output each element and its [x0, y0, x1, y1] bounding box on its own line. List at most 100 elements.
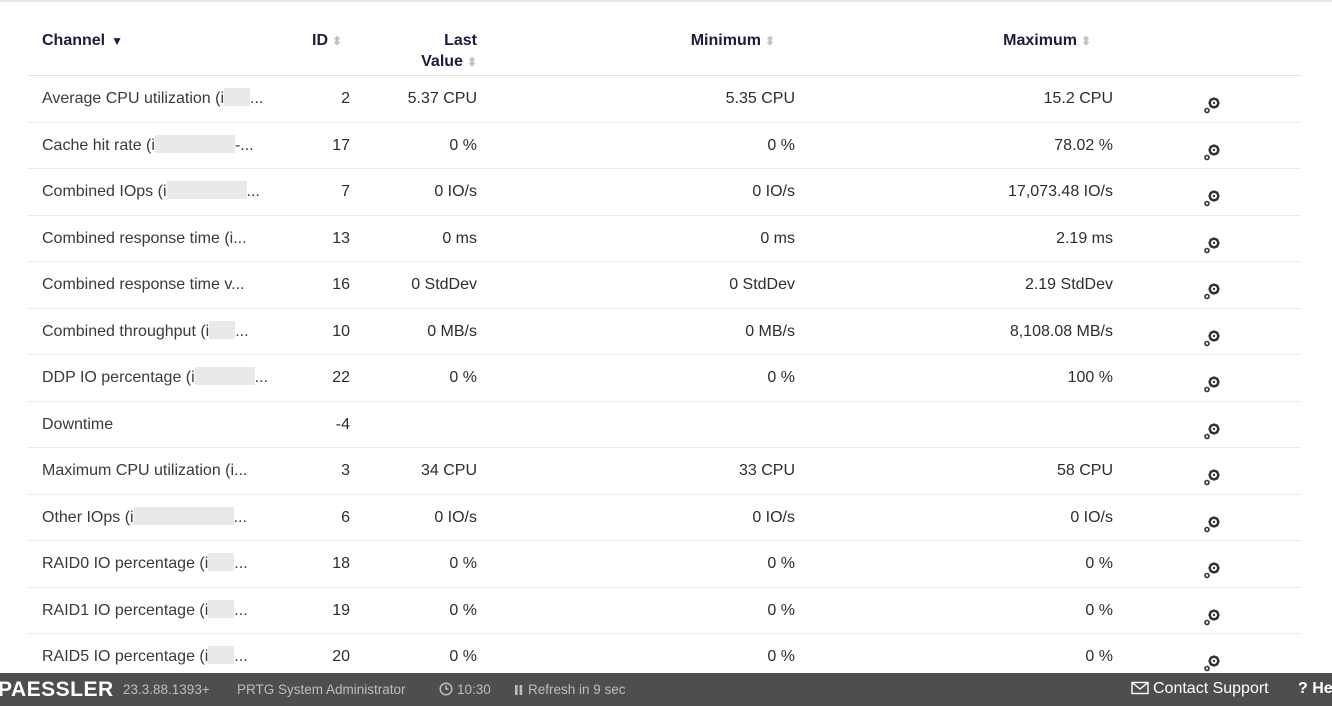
channel-name[interactable]: Combined response time (i...: [42, 216, 278, 261]
gears-icon[interactable]: [1202, 229, 1222, 253]
table-row[interactable]: Maximum CPU utilization (i... 3 34 CPU 33 C…: [28, 448, 1301, 495]
table-row[interactable]: Average CPU utilization (i... 2 5.37 CPU 5.…: [28, 76, 1301, 123]
table-row[interactable]: DDP IO percentage (i... 22 0 % 0 % 100 %: [28, 355, 1301, 402]
channel-name[interactable]: Average CPU utilization (i...: [42, 76, 278, 121]
refresh-toggle[interactable]: Refresh in 9 sec: [514, 682, 626, 698]
channels-table: Channel ▼ ID ⬍ Last Value ⬍ Minimum ⬍ Maximu…: [28, 0, 1301, 681]
gears-icon[interactable]: [1202, 647, 1222, 672]
caret-down-icon: ▼: [111, 34, 124, 48]
column-header-id[interactable]: ID ⬍: [312, 30, 342, 52]
minimum-value: 0 %: [767, 601, 795, 619]
clock-display: 10:30: [439, 682, 491, 698]
gears-icon[interactable]: [1202, 554, 1222, 579]
channel-name-text: RAID1 IO percentage (i: [42, 601, 209, 619]
table-row[interactable]: Downtime -4: [28, 402, 1301, 448]
sort-icon: ⬍: [1080, 34, 1091, 48]
table-row[interactable]: Combined response time v... 16 0 StdDev 0 S…: [28, 262, 1301, 309]
column-header-minimum[interactable]: Minimum ⬍: [691, 30, 775, 52]
channel-name-ellipsis: ...: [234, 555, 248, 572]
minimum-value: 0 %: [767, 648, 795, 665]
last-value: 0 ms: [442, 229, 477, 247]
channel-name[interactable]: Combined response time v...: [42, 262, 278, 307]
channel-name-text: Combined IOps (i: [42, 183, 167, 200]
channel-id: 6: [341, 508, 350, 526]
channel-name-text: RAID0 IO percentage (i: [42, 555, 209, 572]
channel-name-text: Maximum CPU utilization (i...: [42, 462, 248, 479]
last-value: 0 %: [449, 136, 477, 154]
channel-id: 7: [341, 183, 350, 200]
last-value: 0 %: [449, 648, 477, 665]
channel-name-text: Downtime: [42, 415, 114, 433]
clock-icon: [439, 682, 453, 696]
channel-name[interactable]: Other IOps (i...: [42, 495, 278, 540]
redacted-block: [209, 320, 236, 339]
table-row[interactable]: Combined response time (i... 13 0 ms 0 ms 2.…: [28, 216, 1301, 262]
gears-icon[interactable]: [1202, 322, 1222, 346]
channel-id: -4: [335, 415, 350, 433]
last-value: 0 %: [449, 369, 477, 386]
channel-name[interactable]: RAID1 IO percentage (i...: [42, 588, 278, 633]
gears-icon[interactable]: [1202, 136, 1222, 160]
gears-icon[interactable]: [1202, 508, 1222, 532]
gears-icon[interactable]: [1202, 182, 1222, 207]
column-header-maximum[interactable]: Maximum ⬍: [1003, 30, 1091, 52]
gears-icon[interactable]: [1202, 368, 1222, 393]
table-row[interactable]: RAID0 IO percentage (i... 18 0 % 0 % 0 %: [28, 541, 1301, 588]
maximum-value: 78.02 %: [1054, 136, 1113, 154]
redacted-block: [154, 134, 235, 153]
channel-name[interactable]: Cache hit rate (i -...: [42, 123, 278, 168]
table-row[interactable]: Combined throughput (i... 10 0 MB/s 0 MB/s 8…: [28, 309, 1301, 355]
channel-name[interactable]: RAID0 IO percentage (i...: [42, 541, 278, 586]
column-header-last-value[interactable]: Last Value ⬍: [421, 30, 477, 73]
envelope-icon: [1131, 681, 1149, 695]
channel-name[interactable]: Maximum CPU utilization (i...: [42, 448, 278, 493]
last-value: 0 %: [449, 601, 477, 619]
channel-name-ellipsis: ...: [254, 369, 269, 386]
contact-support-label: Contact Support: [1153, 680, 1269, 697]
maximum-value: 2.19 ms: [1056, 229, 1113, 247]
channel-name-ellipsis: ...: [234, 648, 248, 665]
sort-icon: ⬍: [332, 34, 343, 48]
gears-icon[interactable]: [1202, 415, 1222, 439]
channel-name[interactable]: Downtime: [42, 402, 278, 447]
channel-id: 20: [332, 648, 350, 665]
contact-support-link[interactable]: Contact Support: [1131, 681, 1269, 697]
last-value: 0 %: [449, 555, 477, 572]
channel-name-text: Combined response time (i...: [42, 229, 247, 247]
channel-name-text: DDP IO percentage (i: [42, 369, 195, 386]
gears-icon[interactable]: [1202, 461, 1222, 486]
table-row[interactable]: Combined IOps (i... 7 0 IO/s 0 IO/s 17,073.4…: [28, 169, 1301, 216]
help-link[interactable]: ? He: [1298, 680, 1332, 697]
table-body: Average CPU utilization (i... 2 5.37 CPU 5.…: [28, 76, 1301, 681]
channel-name[interactable]: DDP IO percentage (i...: [42, 355, 278, 400]
column-header-channel-label: Channel: [42, 32, 106, 49]
sort-icon: ⬍: [466, 55, 477, 69]
minimum-value: 0 StdDev: [729, 276, 795, 293]
minimum-value: 0 MB/s: [745, 322, 795, 340]
column-header-minimum-label: Minimum: [690, 32, 761, 49]
clock-time: 10:30: [457, 682, 491, 697]
table-row[interactable]: RAID1 IO percentage (i... 19 0 % 0 % 0 %: [28, 588, 1301, 634]
channel-name[interactable]: RAID5 IO percentage (i...: [42, 634, 278, 679]
gears-icon[interactable]: [1202, 601, 1222, 625]
top-border: [0, 0, 1332, 2]
redacted-block: [166, 181, 247, 199]
table-row[interactable]: Other IOps (i... 6 0 IO/s 0 IO/s 0 IO/s: [28, 495, 1301, 541]
last-value: 5.37 CPU: [407, 90, 477, 107]
maximum-value: 2.19 StdDev: [1024, 276, 1113, 293]
channel-id: 10: [332, 322, 350, 340]
gears-icon[interactable]: [1202, 89, 1222, 114]
gears-icon[interactable]: [1202, 275, 1222, 300]
table-row[interactable]: Cache hit rate (i -... 17 0 % 0 % 78.02 %: [28, 123, 1301, 169]
column-header-channel[interactable]: Channel ▼: [42, 30, 123, 52]
table-header: Channel ▼ ID ⬍ Last Value ⬍ Minimum ⬍ Maximu…: [28, 0, 1301, 76]
redacted-block: [208, 599, 235, 618]
channel-id: 16: [332, 276, 350, 293]
channel-name[interactable]: Combined IOps (i...: [42, 169, 278, 214]
paessler-logo[interactable]: PAESSLER: [0, 678, 114, 701]
user-link[interactable]: PRTG System Administrator: [237, 682, 406, 697]
channel-name[interactable]: Combined throughput (i...: [42, 309, 278, 354]
minimum-value: 0 %: [767, 369, 795, 386]
redacted-block: [208, 646, 235, 664]
minimum-value: 0 %: [767, 555, 795, 572]
